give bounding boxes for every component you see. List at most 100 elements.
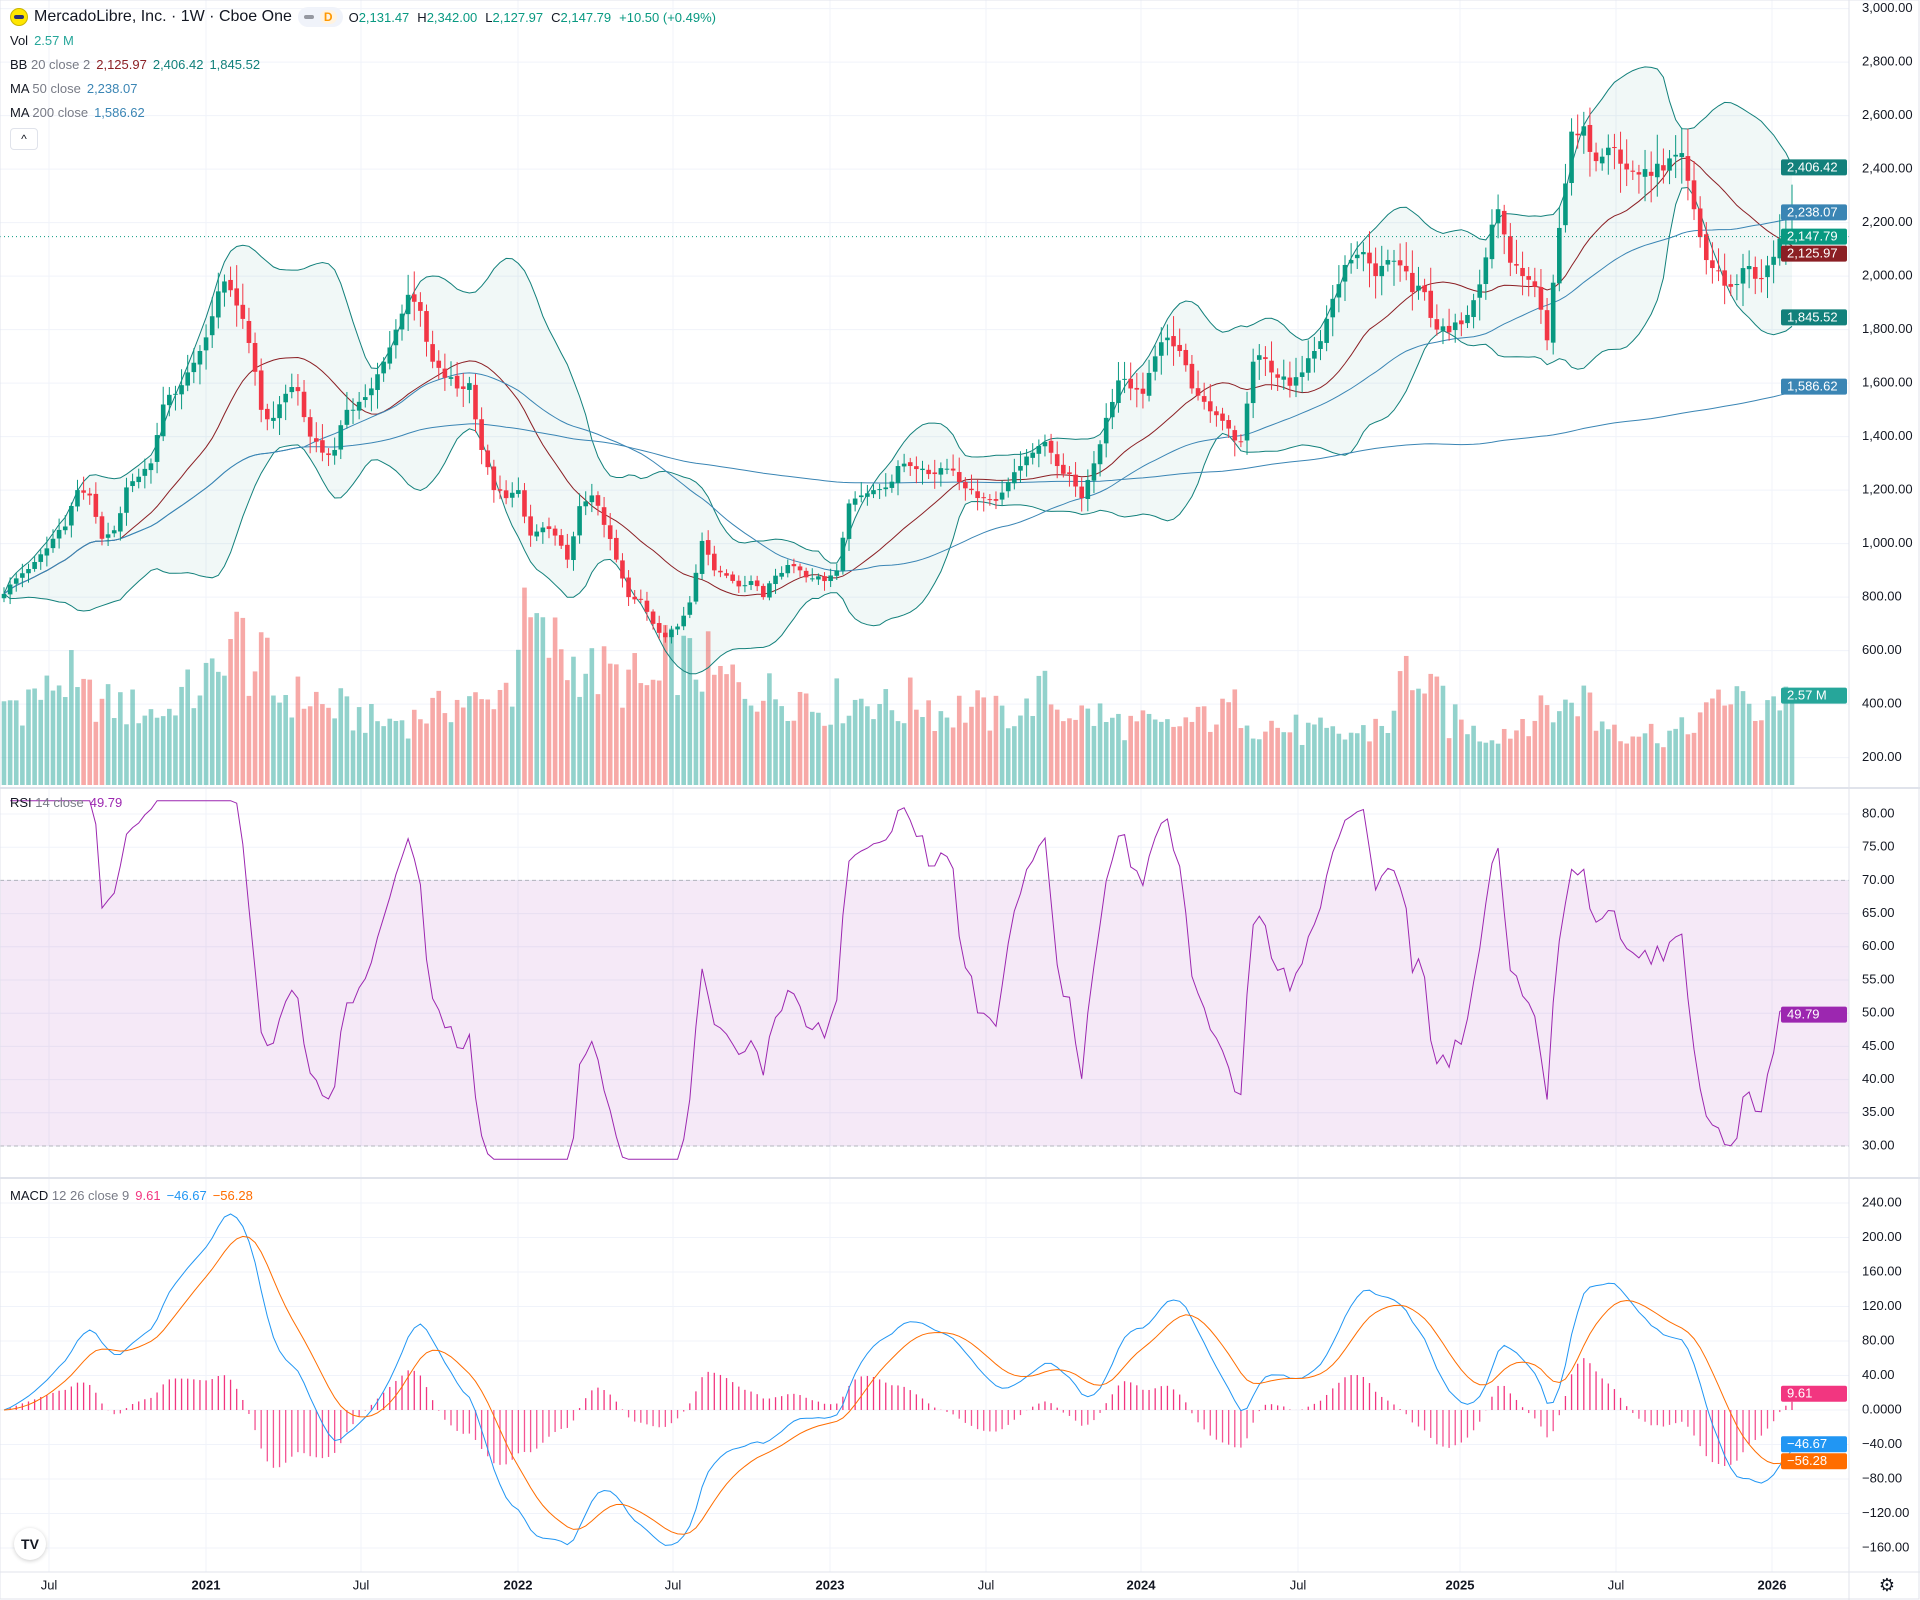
candle-body (81, 490, 86, 493)
volume-bar (399, 720, 405, 785)
candle (1054, 441, 1060, 479)
candle-body (301, 391, 307, 418)
candle (1342, 255, 1348, 302)
volume-bar (375, 721, 380, 785)
candle (252, 332, 258, 386)
candle (1667, 150, 1672, 185)
candle (1361, 242, 1366, 272)
candle (699, 532, 705, 580)
rsi-legend[interactable]: RSI 14 close 49.79 (10, 795, 122, 810)
candle-body (1287, 377, 1293, 386)
market-status-badge[interactable]: D (297, 7, 343, 27)
candle (926, 464, 931, 480)
candle (1250, 348, 1256, 419)
candle (136, 468, 142, 489)
candle-body (1520, 267, 1525, 277)
volume-bar (1593, 730, 1599, 785)
volume-bar (393, 720, 399, 785)
high-value: 2,342.00 (426, 9, 478, 25)
candle-body (1140, 388, 1146, 394)
candle (154, 422, 160, 474)
volume-bar (448, 722, 454, 785)
volume-bar (1012, 726, 1017, 785)
candle-body (834, 570, 840, 576)
candle-body (987, 499, 993, 501)
candle-body (1508, 236, 1513, 263)
candle-body (1195, 388, 1201, 396)
volume-bar (871, 719, 876, 785)
candle (375, 362, 380, 409)
ma200-legend[interactable]: MA 200 close 1,586.62 (10, 105, 145, 120)
volume-bar (656, 680, 662, 785)
candle-body (1042, 441, 1048, 447)
candle (1214, 406, 1219, 427)
candle-body (1771, 256, 1776, 265)
candle-body (1299, 372, 1305, 377)
candle-body (907, 462, 913, 467)
settings-gear-icon[interactable]: ⚙ (1878, 1575, 1896, 1595)
candle-body (350, 409, 356, 411)
candle (1116, 362, 1121, 413)
candle-body (1067, 472, 1072, 475)
candle-body (607, 525, 613, 539)
candle (50, 529, 56, 553)
change-value: +10.50 (+0.49%) (619, 9, 716, 25)
candle (1030, 443, 1036, 465)
volume-bar (638, 683, 644, 785)
candle-body (1428, 290, 1434, 318)
volume-bar (1465, 734, 1470, 785)
ma50-legend[interactable]: MA 50 close 2,238.07 (10, 81, 137, 96)
candle-body (1703, 234, 1709, 261)
macd-axis-label: 200.00 (1862, 1229, 1902, 1244)
candle (216, 272, 221, 329)
candle-body (877, 489, 882, 491)
candle (405, 274, 411, 331)
volume-bar (816, 712, 821, 785)
candle-body (87, 493, 93, 496)
bb-legend[interactable]: BB 20 close 2 2,125.97 2,406.42 1,845.52 (10, 57, 260, 72)
volume-bar (797, 691, 803, 785)
candle (467, 376, 472, 404)
candle (809, 568, 815, 582)
candle-body (901, 463, 907, 467)
candle (681, 606, 686, 631)
volume-bar (1759, 720, 1764, 785)
symbol-title[interactable]: MercadoLibre, Inc. · 1W · Cboe One (34, 8, 292, 25)
candle-body (638, 598, 644, 600)
tradingview-logo-icon[interactable]: TV (14, 1528, 46, 1560)
candle (1508, 223, 1513, 277)
volume-bar (69, 650, 74, 785)
candle (1569, 118, 1574, 196)
candle-body (332, 449, 337, 456)
candle-body (840, 537, 846, 571)
candle-body (1618, 149, 1623, 164)
candle (1618, 131, 1623, 193)
volume-legend[interactable]: Vol 2.57 M (10, 33, 74, 48)
candle (932, 459, 938, 489)
candle-body (99, 516, 105, 539)
candle (124, 477, 129, 526)
volume-bar (1116, 713, 1121, 785)
candle-body (601, 507, 607, 525)
macd-legend[interactable]: MACD 12 26 close 9 9.61 −46.67 −56.28 (10, 1188, 253, 1203)
collapse-legend-button[interactable]: ^ (10, 128, 38, 150)
volume-bar (895, 721, 901, 785)
volume-bar (1685, 734, 1691, 785)
candle-body (1134, 387, 1140, 390)
candle-body (1416, 285, 1421, 291)
bb-legend-name: BB (10, 57, 28, 72)
volume-bar (1134, 721, 1140, 785)
candle (1189, 355, 1195, 394)
volume-bar (1636, 736, 1642, 785)
price-badge-label: 2,406.42 (1787, 159, 1838, 174)
volume-bar (1354, 733, 1360, 785)
candle-body (191, 362, 197, 373)
candle-body (411, 294, 417, 302)
candle (485, 444, 491, 475)
volume-badge-label: 2.57 M (1787, 688, 1827, 703)
candle-body (614, 537, 619, 560)
volume-bar (411, 709, 417, 785)
volume-bar (1091, 725, 1097, 785)
candle-body (993, 499, 999, 501)
